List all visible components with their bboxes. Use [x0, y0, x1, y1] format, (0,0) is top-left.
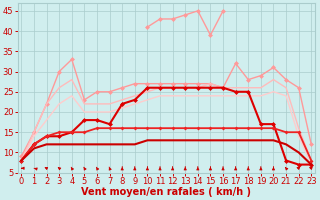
X-axis label: Vent moyen/en rafales ( km/h ): Vent moyen/en rafales ( km/h ) — [81, 187, 251, 197]
